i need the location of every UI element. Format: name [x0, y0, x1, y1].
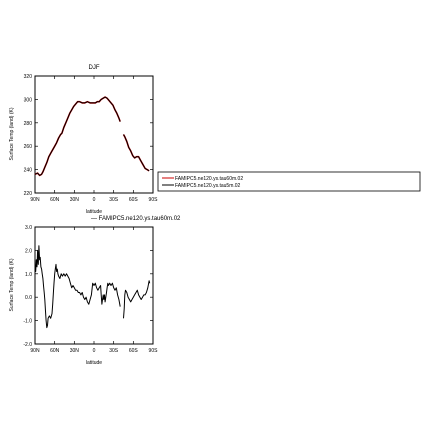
y-axis-label: Surface Temp (land) (K): [9, 107, 15, 160]
y-tick-label: 260: [24, 144, 33, 150]
series-line: [34, 96, 121, 176]
difference-label: — FAMIPC5.ne120.ys.tau60m.02: [91, 216, 181, 222]
y-tick-label: 0.0: [25, 295, 32, 301]
series-line: [123, 280, 151, 319]
x-axis-label: latitude: [86, 360, 102, 366]
x-tick-label: 30N: [70, 348, 80, 354]
top-plot-frame: [34, 75, 154, 194]
top-plot-lines: [34, 96, 150, 177]
series-line: [123, 134, 150, 172]
legend-entry-tau5m: FAMIPC5.ne120.ys.tau5m.02: [175, 183, 241, 189]
y-tick-label: 300: [24, 97, 33, 103]
bottom-plot-lines: [34, 245, 151, 329]
x-tick-label: 30S: [109, 348, 119, 354]
x-axis-label: latitude: [86, 209, 102, 215]
x-tick-label: 60S: [129, 348, 139, 354]
x-tick-label: 90N: [30, 348, 40, 354]
legend: FAMIPC5.ne120.ys.tau60m.02 FAMIPC5.ne120…: [157, 171, 421, 192]
top-plot-ticks: 90N 60N 30N 0 30S 60S 90S 220 240 260 280 300 320: [24, 74, 158, 203]
y-tick-label: 2.0: [25, 248, 32, 254]
x-tick-label: 60S: [129, 197, 139, 203]
y-tick-label: -2.0: [23, 342, 32, 348]
legend-entry-tau60m: FAMIPC5.ne120.ys.tau60m.02: [175, 176, 243, 182]
y-tick-label: 1.0: [25, 272, 32, 278]
series-line: [34, 96, 121, 177]
y-tick-label: -1.0: [23, 319, 32, 325]
series-line: [122, 134, 150, 172]
x-tick-label: 0: [93, 197, 96, 203]
x-tick-label: 60N: [50, 348, 60, 354]
x-tick-label: 30N: [70, 197, 80, 203]
series-line: [34, 245, 121, 329]
top-plot: DJF 90N 60N 30N 0 30S 60S 90S 220 240 260 280 300 32…: [9, 65, 158, 215]
y-axis-label: Surface Temp (land) (K): [9, 258, 15, 311]
x-tick-label: 0: [93, 348, 96, 354]
legend-box: [157, 171, 421, 192]
y-tick-label: 220: [24, 191, 33, 197]
x-tick-label: 90S: [149, 197, 159, 203]
bottom-plot-ticks: 90N 60N 30N 0 30S 60S 90S -2.0 -1.0 0.0 1.0 2.0 3.0: [23, 225, 158, 354]
x-tick-label: 90N: [30, 197, 40, 203]
y-tick-label: 240: [24, 168, 33, 174]
x-tick-label: 90S: [149, 348, 159, 354]
bottom-plot: 90N 60N 30N 0 30S 60S 90S-2.0-1.00.01.02.03.0 …: [9, 225, 158, 366]
x-tick-label: 30S: [109, 197, 119, 203]
plot-title: DJF: [89, 65, 100, 71]
y-tick-label: 320: [24, 74, 33, 80]
y-tick-label: 280: [24, 121, 33, 127]
y-tick-label: 3.0: [25, 225, 32, 231]
x-tick-label: 60N: [50, 197, 60, 203]
